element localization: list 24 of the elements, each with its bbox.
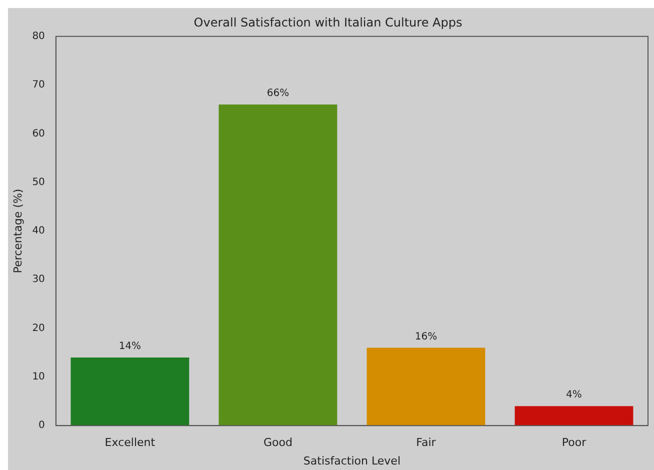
x-tick-label: Excellent (104, 436, 156, 450)
y-tick-label: 70 (32, 80, 45, 91)
x-tick-label: Poor (562, 436, 587, 450)
x-tick-label: Good (263, 436, 292, 450)
bar (514, 406, 634, 426)
y-tick-label: 30 (32, 274, 45, 286)
y-tick-label: 20 (32, 322, 45, 334)
y-tick-label: 50 (32, 176, 45, 188)
y-axis-title: Percentage (%) (11, 188, 24, 274)
y-tick-label: 80 (32, 30, 45, 42)
chart-title: Overall Satisfaction with Italian Culture Apps (194, 15, 462, 30)
data-label: 14% (118, 341, 142, 352)
bar (70, 357, 190, 426)
y-tick-label: 0 (38, 420, 45, 432)
data-label: 4% (566, 390, 582, 401)
x-axis-title: Satisfaction Level (303, 454, 401, 468)
y-tick-label: 10 (32, 372, 45, 383)
y-tick-label: 40 (32, 226, 45, 237)
y-tick-label: 60 (32, 128, 45, 140)
data-label: 16% (414, 331, 438, 342)
data-label: 66% (266, 88, 290, 100)
x-tick-label: Fair (416, 436, 436, 450)
bar (218, 104, 338, 426)
bar (366, 348, 486, 426)
